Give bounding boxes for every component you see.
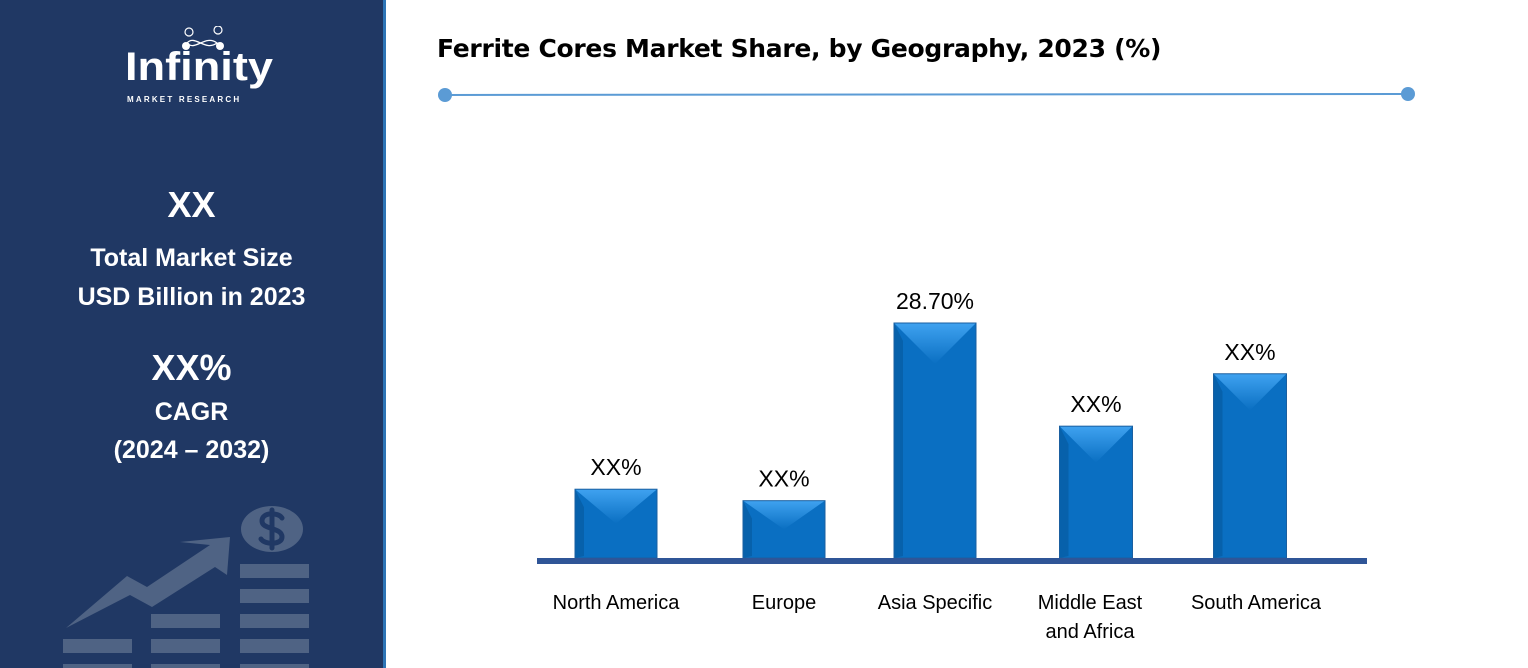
- category-label: Europe: [752, 592, 817, 614]
- bar: [1213, 373, 1287, 559]
- growth-chart-dollar-icon: [63, 506, 309, 668]
- x-axis-line: [537, 558, 1367, 564]
- data-label: XX%: [1224, 339, 1275, 365]
- chart-title: Ferrite Cores Market Share, by Geography…: [437, 34, 1162, 63]
- cagr-period: (2024 – 2032): [113, 436, 270, 464]
- bar: [574, 488, 658, 559]
- category-label: Asia Specific: [878, 592, 993, 614]
- data-label: XX%: [590, 454, 641, 480]
- data-label: 28.70%: [896, 288, 974, 314]
- data-label: XX%: [1070, 391, 1121, 417]
- title-underline: [438, 87, 1415, 102]
- sidebar: Infinity MARKET RESEARCH XX Total Market…: [0, 0, 386, 668]
- cagr-value: XX%: [151, 347, 232, 388]
- bar: [893, 322, 977, 559]
- infinity-logo: Infinity MARKET RESEARCH: [125, 26, 274, 104]
- market-size-label: Total Market Size: [90, 244, 293, 272]
- bar: [742, 500, 826, 559]
- bar: [1059, 425, 1133, 559]
- data-label: XX%: [758, 466, 809, 492]
- category-label: South America: [1191, 592, 1322, 614]
- logo-name: Infinity: [125, 45, 274, 89]
- market-size-unit: USD Billion in 2023: [77, 283, 306, 311]
- logo-tagline: MARKET RESEARCH: [127, 95, 241, 104]
- category-label: North America: [553, 592, 681, 614]
- market-size-value: XX: [167, 184, 216, 225]
- cagr-label: CAGR: [154, 398, 229, 426]
- category-label: Middle East and Africa: [1038, 592, 1143, 643]
